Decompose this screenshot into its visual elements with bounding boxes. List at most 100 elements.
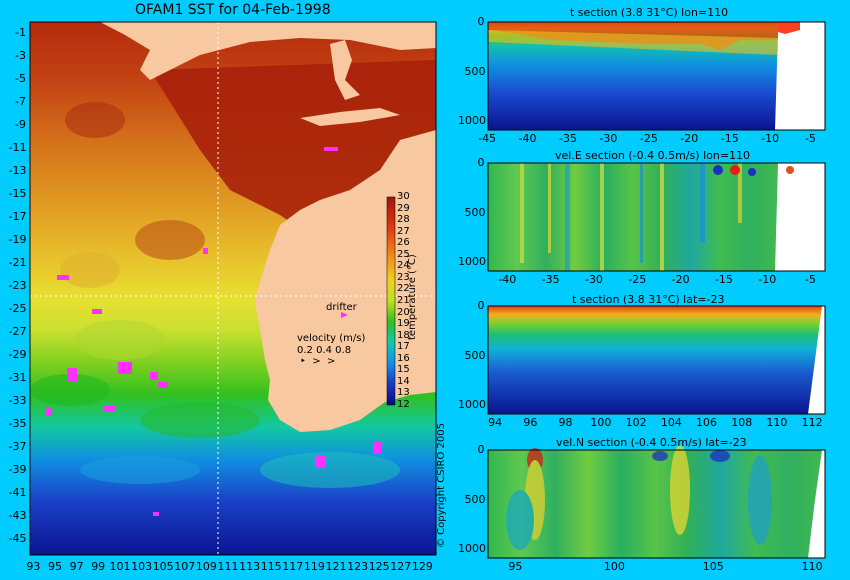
lon-tick-label: 105	[152, 560, 174, 573]
panel-x-tick-label: -30	[584, 273, 603, 286]
panel-x-tick-label: -5	[804, 132, 816, 145]
panel-x-tick-label: -35	[541, 273, 560, 286]
panel-y-tick-label: 0	[477, 15, 485, 28]
colorbar-tick-label: 28	[397, 214, 410, 226]
lon-tick-label: 95	[48, 560, 62, 573]
lon-tick-label: 119	[303, 560, 325, 573]
colorbar-tick-label: 13	[397, 387, 410, 399]
lon-tick-label: 103	[131, 560, 153, 573]
panel-x-tick-label: -10	[761, 132, 780, 145]
lat-tick-label: -33	[8, 394, 27, 407]
colorbar	[386, 196, 396, 406]
panel-x-tick-label: 106	[696, 416, 718, 429]
lon-tick-label: 93	[26, 560, 41, 573]
land-timor	[300, 108, 400, 126]
panel-x-tick-label: -30	[599, 132, 618, 145]
drifter-tracks	[45, 147, 381, 516]
colorbar-tick-label: 26	[397, 237, 410, 249]
panel-x-tick-label: -15	[720, 132, 739, 145]
panel-x-tick-label: -10	[758, 273, 777, 286]
lat-tick-label: -3	[15, 49, 26, 62]
lat-tick-label: -13	[8, 164, 27, 177]
colorbar-tick-label: 25	[397, 248, 410, 260]
colorbar-tick-label: 21	[397, 295, 410, 306]
lat-tick-label: -39	[8, 463, 27, 476]
panel-y-tick-label: 1000	[458, 542, 486, 556]
colorbar-tick-label: 14	[397, 375, 410, 387]
lon-tick-label: 125	[368, 560, 390, 573]
lat-tick-label: -31	[8, 371, 27, 384]
panel-y-tick-label: 1000	[458, 398, 486, 412]
panel-x-tick-label: -25	[628, 273, 647, 286]
panel-y-tick-label: 0	[477, 156, 485, 169]
lat-tick-label: -5	[15, 72, 26, 85]
panel-x-tick-label: -40	[518, 132, 537, 145]
lat-tick-label: -11	[8, 141, 27, 154]
lat-tick-label: -17	[8, 210, 27, 223]
panel-x-tick-label: 108	[731, 416, 753, 429]
panel-x-tick-label: 112	[801, 416, 823, 429]
map-title: OFAM1 SST for 04-Feb-1998	[135, 2, 331, 18]
panel-y-tick-label: 500	[464, 64, 486, 78]
land-indonesia	[100, 22, 436, 80]
lon-tick-label: 121	[325, 560, 347, 573]
panel-x-tick-label: 110	[766, 416, 788, 429]
lon-tick-label: 117	[282, 560, 304, 573]
panel-x-tick-label: -40	[498, 273, 517, 286]
colorbar-tick-label: 19	[397, 318, 410, 330]
panel-x-tick-label: 96	[523, 416, 538, 429]
panel-y-tick-label: 500	[464, 205, 486, 219]
drifter-legend-label: drifter	[326, 302, 357, 313]
lat-tick-label: -15	[8, 187, 27, 200]
lat-tick-label: -37	[8, 440, 27, 453]
lat-tick-label: -19	[8, 233, 27, 246]
panel-x-tick-label: 100	[603, 560, 625, 573]
lat-tick-label: -21	[8, 256, 27, 269]
panel-x-tick-label: 104	[660, 416, 682, 429]
lon-tick-label: 101	[109, 560, 131, 573]
lon-tick-label: 115	[260, 560, 282, 573]
panel-y-tick-label: 1000	[458, 255, 486, 269]
eddy-field	[30, 102, 400, 488]
panel-x-tick-label: 110	[801, 560, 823, 573]
colorbar-tick-label: 24	[397, 260, 410, 272]
panel-x-tick-label: -15	[714, 273, 733, 286]
panel-vel-e-section-lon	[487, 162, 826, 272]
colorbar-tick-label: 15	[397, 364, 410, 376]
lat-tick-label: -9	[15, 118, 26, 131]
colorbar-tick-label: 18	[397, 329, 410, 341]
colorbar-label: temperature (°C)	[407, 254, 418, 340]
panel-y-tick-label: 1000	[458, 114, 486, 128]
lon-tick-label: 123	[347, 560, 369, 573]
lat-tick-label: -7	[15, 95, 26, 108]
panel-2-title: vel.E section (-0.4 0.5m/s) lon=110	[555, 149, 751, 162]
colorbar-tick-label: 16	[397, 352, 410, 364]
map-frame	[29, 21, 437, 556]
colorbar-tick-label: 20	[397, 306, 410, 318]
lon-tick-label: 99	[91, 560, 106, 573]
lon-tick-label: 109	[195, 560, 217, 573]
colorbar-tick-label: 29	[397, 202, 410, 214]
velocity-arrows-icon: ‣ > >	[300, 356, 336, 367]
lon-tick-label: 129	[411, 560, 433, 573]
panel-y-tick-label: 500	[464, 348, 486, 362]
panel-x-tick-label: -25	[639, 132, 658, 145]
lat-tick-label: -27	[8, 325, 27, 338]
panel-y-tick-label: 0	[477, 299, 485, 312]
lat-tick-label: -25	[8, 302, 27, 315]
panel-x-tick-label: 98	[558, 416, 573, 429]
lon-tick-label: 127	[390, 560, 412, 573]
land-sulawesi	[330, 40, 360, 100]
lat-tick-label: -43	[8, 509, 27, 522]
panel-vel-n-section-lat	[487, 445, 826, 559]
copyright: © Copyright CSIRO 2005	[436, 423, 447, 548]
panel-x-tick-label: -35	[558, 132, 577, 145]
velocity-legend-values: 0.2 0.4 0.8	[297, 345, 352, 356]
panel-x-tick-label: -20	[680, 132, 699, 145]
panel-x-tick-label: 94	[488, 416, 503, 429]
lon-tick-label: 113	[239, 560, 261, 573]
panel-y-tick-label: 0	[477, 443, 485, 456]
panel-t-section-lon	[487, 21, 826, 131]
lat-tick-label: -45	[8, 532, 27, 545]
panel-y-tick-label: 500	[464, 492, 486, 506]
